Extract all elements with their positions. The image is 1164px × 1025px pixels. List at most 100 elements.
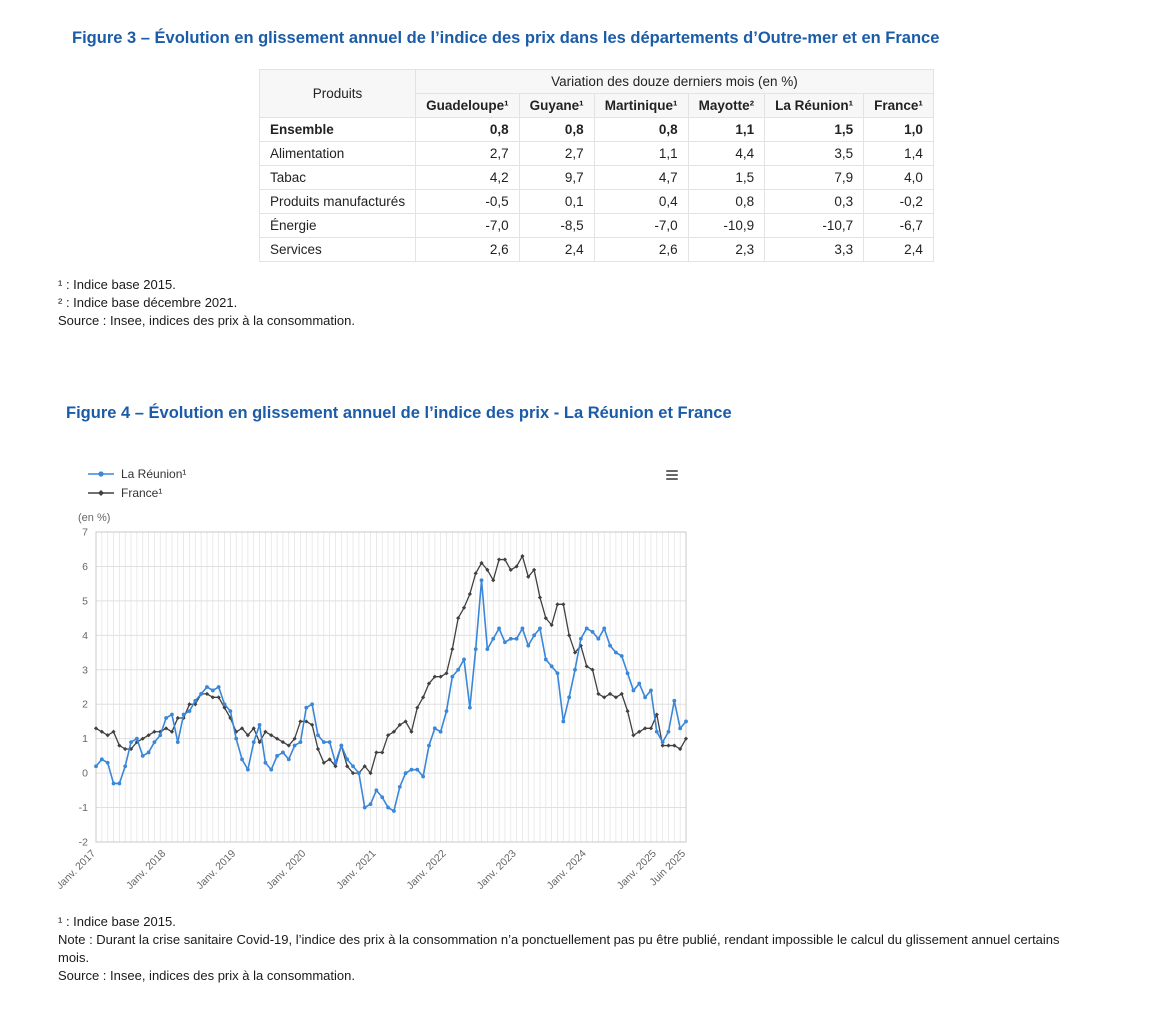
data-point — [573, 667, 577, 672]
cell-value: 0,8 — [687, 188, 766, 214]
figure4-section: Figure 4 – Évolution en glissement annue… — [54, 403, 1124, 984]
data-point — [140, 754, 145, 758]
data-point — [245, 733, 250, 738]
data-point — [520, 554, 525, 559]
chart-menu-icon[interactable] — [664, 466, 680, 484]
legend-marker-icon — [88, 470, 114, 477]
data-point — [152, 729, 157, 734]
data-point — [193, 702, 198, 707]
y-tick-label: 6 — [82, 561, 88, 573]
data-point — [274, 736, 280, 741]
data-point — [111, 781, 116, 786]
data-point — [123, 746, 128, 752]
data-point — [187, 702, 192, 707]
cell-value: 1,1 — [687, 116, 766, 142]
cell-value: 2,6 — [415, 236, 520, 262]
data-point — [456, 667, 461, 672]
figure3-section: Figure 3 – Évolution en glissement annue… — [58, 28, 1124, 329]
data-point — [543, 616, 548, 621]
data-point — [99, 757, 104, 762]
plot-border — [95, 531, 687, 843]
data-point — [199, 692, 204, 696]
footnote-line: ¹ : Indice base 2015. — [58, 276, 176, 292]
data-point — [567, 633, 572, 638]
table-row: Produits manufacturés -0,5 0,1 0,4 0,8 0,3 -0,… — [258, 188, 934, 214]
data-point — [514, 564, 519, 569]
data-point — [111, 729, 116, 734]
data-point — [333, 764, 338, 769]
cell-value: 2,7 — [518, 140, 595, 166]
data-point — [210, 688, 215, 693]
figure4-title: Figure 4 – Évolution en glissement annue… — [66, 404, 732, 423]
cell-value: 4,2 — [415, 164, 520, 190]
data-point — [409, 767, 414, 772]
data-point — [339, 743, 344, 748]
data-point — [485, 647, 490, 652]
data-point — [403, 771, 408, 776]
footnote-line: Note : Durant la crise sanitaire Covid-1… — [58, 932, 1060, 965]
table-row: Ensemble 0,8 0,8 0,8 1,1 1,5 1,0 — [258, 116, 934, 142]
y-tick-label: 0 — [82, 768, 88, 780]
table-group-header: Variation des douze derniers mois (en %) — [415, 68, 934, 94]
data-point — [146, 733, 151, 738]
data-point — [234, 736, 239, 741]
data-point — [380, 795, 385, 800]
data-point — [438, 674, 443, 679]
data-point — [549, 664, 554, 669]
data-point — [228, 709, 233, 714]
data-point — [99, 729, 104, 734]
cell-value: 1,5 — [764, 116, 865, 142]
data-point — [345, 757, 350, 762]
data-point — [94, 764, 98, 769]
data-point — [380, 750, 385, 755]
data-point — [327, 740, 332, 745]
data-point — [514, 636, 519, 641]
data-point — [637, 729, 642, 734]
data-point — [654, 729, 659, 734]
data-point — [327, 757, 332, 762]
data-point — [637, 681, 642, 686]
x-tick-label: Janv. 2017 — [58, 848, 98, 892]
x-tick-label: Janv. 2020 — [264, 848, 308, 892]
cell-value: 4,4 — [687, 140, 766, 166]
x-tick-label: Janv. 2024 — [545, 848, 589, 892]
data-point — [205, 685, 209, 689]
cell-value: 0,3 — [764, 188, 865, 214]
cell-value: 4,0 — [863, 164, 934, 190]
data-point — [292, 743, 297, 748]
data-point — [649, 688, 653, 693]
data-point — [602, 626, 607, 631]
data-point — [537, 595, 543, 600]
data-point — [526, 574, 531, 579]
cell-value: 3,5 — [764, 140, 865, 166]
data-point — [152, 740, 157, 745]
cell-value: 1,0 — [863, 116, 934, 142]
data-point — [660, 740, 665, 745]
data-point — [158, 733, 163, 738]
data-point — [491, 636, 496, 641]
y-tick-label: 1 — [82, 733, 88, 745]
cell-value: 1,5 — [687, 164, 766, 190]
cell-value: 0,4 — [593, 188, 689, 214]
data-point — [555, 671, 560, 676]
data-point — [672, 743, 677, 748]
data-point — [503, 640, 507, 645]
data-point — [497, 626, 501, 631]
legend-item[interactable]: France¹ — [88, 483, 162, 502]
cell-value: 0,8 — [518, 116, 595, 142]
data-point — [321, 740, 326, 745]
column-header: La Réunion¹ — [764, 92, 865, 118]
data-point — [532, 633, 537, 638]
cell-value: 0,8 — [415, 116, 520, 142]
data-point — [590, 630, 595, 634]
series-line — [95, 555, 687, 774]
y-axis-units-label: (en %) — [78, 512, 111, 525]
data-point — [666, 729, 671, 734]
table-row: Tabac 4,2 9,7 4,7 1,5 7,9 4,0 — [258, 164, 934, 190]
data-point — [678, 726, 683, 731]
legend-item[interactable]: La Réunion¹ — [88, 464, 186, 483]
data-point — [438, 729, 443, 734]
data-point — [462, 657, 466, 662]
data-point — [666, 743, 671, 748]
